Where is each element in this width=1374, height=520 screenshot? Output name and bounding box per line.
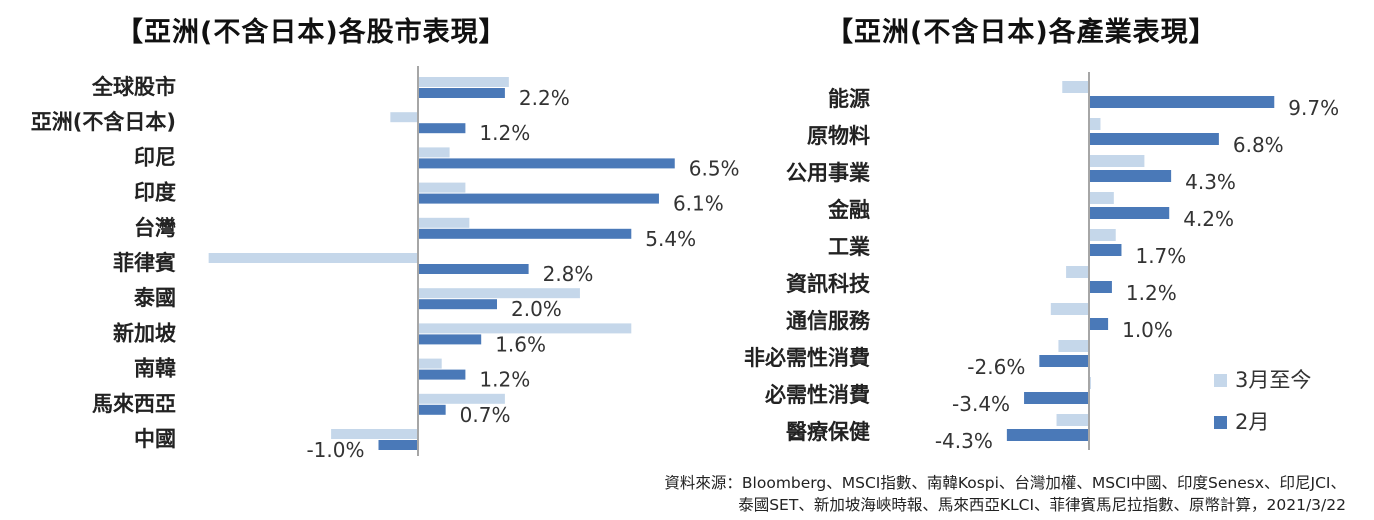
- right-bar-feb: [1089, 96, 1275, 108]
- left-bar-ytd: [331, 429, 418, 439]
- left-data-label: 6.1%: [673, 192, 724, 216]
- right-bar-feb: [1024, 392, 1089, 404]
- left-bar-ytd: [390, 112, 418, 123]
- right-category-label: 公用事業: [786, 161, 871, 185]
- left-data-label: 5.4%: [645, 227, 696, 251]
- right-category-label: 通信服務: [786, 309, 871, 333]
- right-category-label: 必需性消費: [765, 383, 870, 407]
- left-bar-feb: [418, 299, 497, 310]
- legend-label-feb: 2月: [1235, 410, 1269, 434]
- right-bar-ytd: [1056, 414, 1089, 426]
- right-bar-ytd: [1089, 118, 1101, 130]
- right-data-label: 9.7%: [1288, 96, 1339, 120]
- left-bar-feb: [418, 158, 675, 169]
- left-data-label: 0.7%: [460, 403, 511, 427]
- right-bar-ytd: [1089, 192, 1114, 204]
- left-data-label: 2.8%: [543, 262, 594, 286]
- right-bar-ytd: [1089, 229, 1116, 241]
- right-bar-ytd: [1058, 340, 1089, 352]
- left-data-label: 2.0%: [511, 297, 562, 321]
- left-bar-ytd: [418, 182, 466, 193]
- left-bar-ytd: [208, 253, 418, 263]
- left-category-label: 台灣: [134, 216, 176, 240]
- right-bar-feb: [1089, 133, 1219, 145]
- right-chart-title: 【亞洲(不含日本)各產業表現】: [826, 17, 1217, 48]
- right-bar-ytd: [1066, 266, 1089, 278]
- right-data-label: -3.4%: [952, 392, 1010, 416]
- left-data-label: 1.2%: [479, 121, 530, 145]
- left-category-label: 亞洲(不含日本): [31, 110, 176, 134]
- left-category-label: 中國: [134, 427, 176, 451]
- left-bar-feb: [418, 334, 482, 345]
- right-data-label: 4.3%: [1185, 170, 1236, 194]
- legend-swatch-feb: [1214, 416, 1227, 429]
- right-data-label: -4.3%: [935, 429, 993, 453]
- legend-swatch-ytd: [1214, 374, 1227, 387]
- left-category-label: 馬來西亞: [92, 392, 176, 416]
- right-category-label: 醫療保健: [786, 420, 870, 444]
- source-note-line-1: 資料來源：Bloomberg、MSCI指數、南韓Kospi、台灣加權、MSCI中…: [664, 474, 1346, 492]
- right-category-label: 金融: [827, 198, 870, 222]
- left-chart-title: 【亞洲(不含日本)各股市表現】: [116, 17, 507, 48]
- right-bar-feb: [1089, 207, 1170, 219]
- left-bar-feb: [418, 404, 446, 415]
- left-bar-ytd: [418, 77, 509, 87]
- left-bar-ytd: [418, 288, 580, 299]
- right-data-label: 1.7%: [1135, 244, 1186, 268]
- left-data-label: 6.5%: [689, 156, 740, 180]
- right-category-label: 工業: [828, 235, 871, 259]
- right-category-label: 資訊科技: [786, 272, 871, 296]
- right-bar-feb: [1006, 429, 1089, 441]
- left-bar-ytd: [418, 147, 450, 158]
- left-category-label: 泰國: [133, 286, 176, 310]
- right-data-label: 4.2%: [1183, 207, 1234, 231]
- left-category-label: 全球股市: [91, 75, 176, 99]
- left-data-label: 1.6%: [495, 332, 546, 356]
- left-category-label: 新加坡: [113, 321, 176, 345]
- right-bar-ytd: [1050, 303, 1089, 315]
- left-bar-feb: [418, 123, 466, 134]
- left-bar-feb: [418, 369, 466, 380]
- left-category-label: 菲律賓: [113, 251, 176, 275]
- right-bar-feb: [1039, 355, 1089, 367]
- right-bar-ytd: [1062, 81, 1089, 93]
- left-bar-ytd: [418, 393, 505, 404]
- right-bar-ytd: [1089, 155, 1145, 167]
- source-note-line-2: 泰國SET、新加坡海峽時報、馬來西亞KLCI、菲律賓馬尼拉指數、原幣計算，202…: [738, 496, 1346, 514]
- right-bar-feb: [1089, 244, 1122, 256]
- left-bar-feb: [378, 440, 418, 450]
- right-bar-feb: [1089, 281, 1112, 293]
- right-category-label: 能源: [828, 87, 870, 111]
- right-bar-feb: [1089, 170, 1172, 182]
- left-data-label: 1.2%: [479, 368, 530, 392]
- right-bar-feb: [1089, 318, 1109, 330]
- left-category-label: 印尼: [134, 145, 176, 169]
- right-data-label: -2.6%: [967, 355, 1025, 379]
- right-category-label: 原物料: [807, 124, 870, 148]
- left-bar-feb: [418, 228, 632, 239]
- left-bar-ytd: [418, 358, 442, 369]
- left-bar-ytd: [418, 323, 632, 334]
- left-data-label: 2.2%: [519, 86, 570, 110]
- left-bar-feb: [418, 193, 659, 204]
- right-category-label: 非必需性消費: [744, 346, 870, 370]
- right-data-label: 1.2%: [1126, 281, 1177, 305]
- legend-label-ytd: 3月至今: [1235, 368, 1311, 392]
- left-bar-feb: [418, 264, 529, 274]
- right-data-label: 6.8%: [1233, 133, 1284, 157]
- left-category-label: 印度: [134, 181, 176, 205]
- left-bar-feb: [418, 88, 505, 98]
- left-data-label: -1.0%: [306, 438, 364, 462]
- left-bar-ytd: [418, 217, 470, 228]
- left-category-label: 南韓: [134, 357, 176, 381]
- right-data-label: 1.0%: [1122, 318, 1173, 342]
